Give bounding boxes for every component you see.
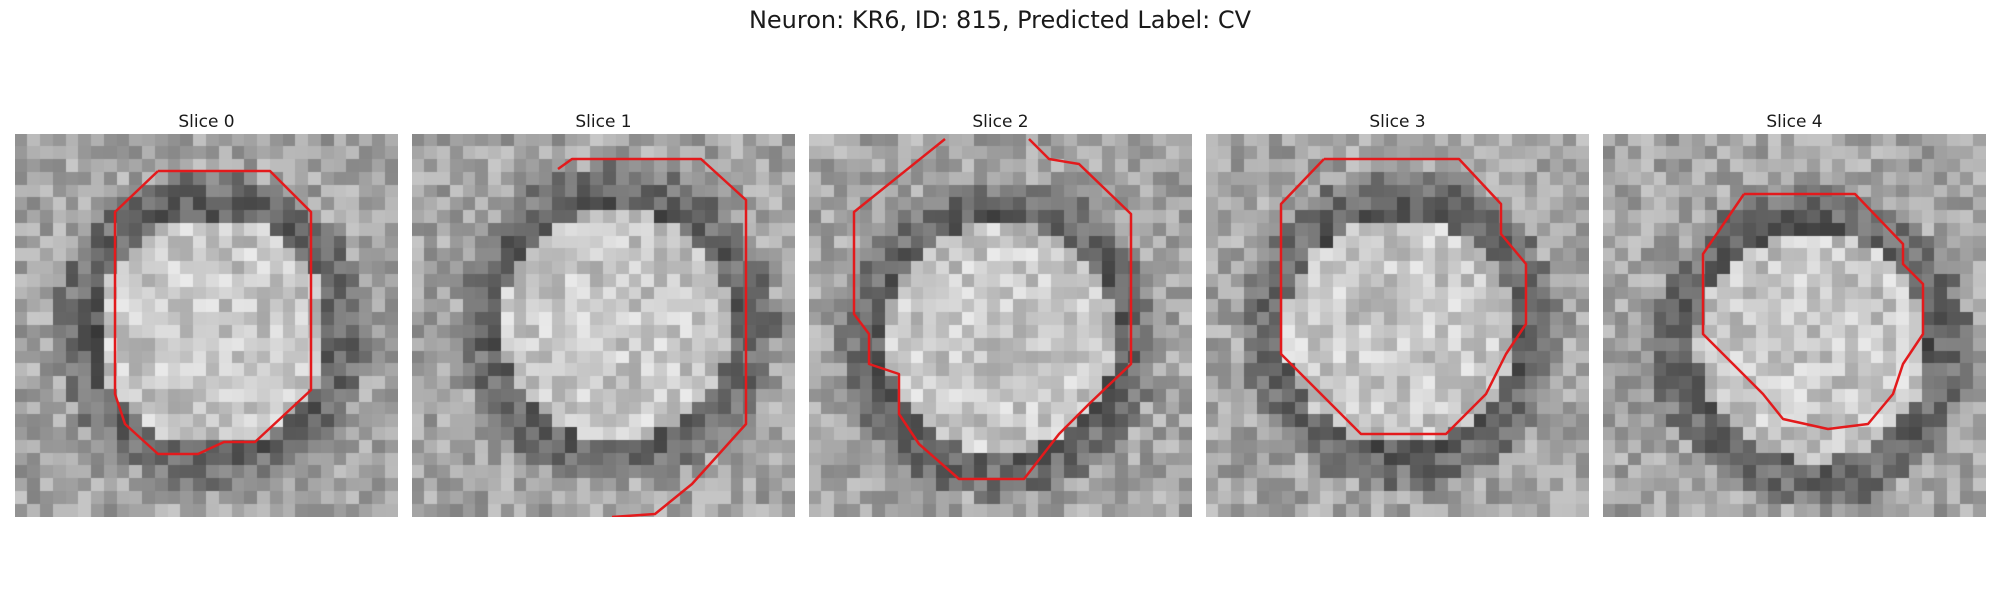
figure-title: Neuron: KR6, ID: 815, Predicted Label: C…: [748, 6, 1252, 34]
contour-line: [113, 169, 313, 456]
slice-panel-3: Slice 3: [1206, 110, 1589, 517]
segmentation-contour: [1701, 192, 1925, 431]
slice-title: Slice 2: [972, 112, 1029, 132]
slice-panel-2: Slice 2: [809, 110, 1192, 517]
slice-panel-0: Slice 0: [15, 110, 398, 517]
slice-title: Slice 4: [1766, 112, 1823, 132]
segmentation-contour: [113, 169, 313, 456]
em-image: [15, 134, 398, 517]
em-image: [412, 134, 795, 517]
slice-title: Slice 1: [575, 112, 632, 132]
contour-line: [1701, 192, 1925, 431]
contour-line: [1279, 157, 1528, 436]
segmentation-contour: [557, 157, 748, 517]
slice-panel-1: Slice 1: [412, 110, 795, 517]
segmentation-contour: [1279, 157, 1528, 436]
contour-line: [557, 157, 748, 517]
contour-line: [852, 138, 1133, 481]
segmentation-contour: [852, 138, 1133, 481]
slice-title: Slice 3: [1369, 112, 1426, 132]
slice-panel-4: Slice 4: [1603, 110, 1986, 517]
slice-title: Slice 0: [178, 112, 235, 132]
